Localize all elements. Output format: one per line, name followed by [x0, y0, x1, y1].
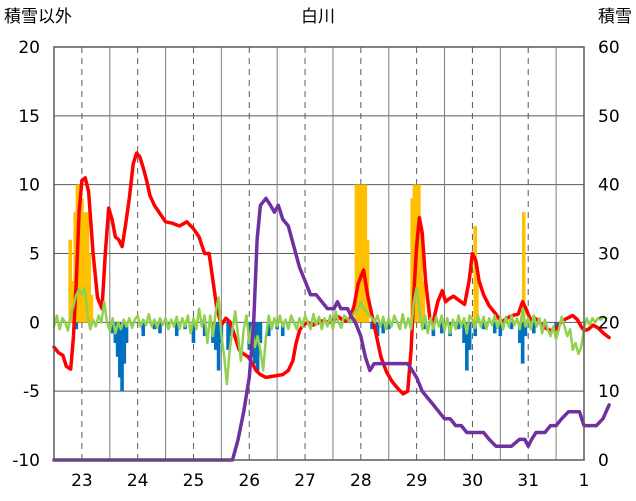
bar [124, 322, 129, 343]
bar [439, 322, 444, 334]
bar [266, 322, 271, 337]
x-tick-label: 28 [350, 471, 372, 491]
bar [74, 322, 79, 330]
bar [520, 322, 525, 364]
bar [386, 322, 391, 330]
bar [381, 322, 385, 334]
x-ticks: 23 24 25 26 27 28 29 30 31 1 [71, 471, 589, 491]
bar [363, 184, 368, 323]
bar [118, 322, 122, 378]
bar [354, 184, 359, 323]
bar [152, 322, 157, 330]
bar [191, 322, 196, 343]
bar [498, 322, 503, 337]
y-left-tick-label: 15 [18, 107, 40, 127]
bars [68, 184, 558, 392]
bar [255, 322, 260, 371]
y-right-tick-label: 10 [598, 382, 620, 402]
bar [110, 322, 115, 334]
bar [492, 322, 497, 334]
y-right-tick-label: 0 [598, 451, 609, 471]
bar [410, 198, 414, 323]
x-tick-label: 30 [462, 471, 484, 491]
bar [122, 322, 127, 364]
bar [361, 184, 365, 323]
y-right-tick-label: 20 [598, 313, 620, 333]
bar [258, 322, 263, 343]
bar [87, 253, 91, 323]
bar [421, 281, 426, 323]
bar [77, 184, 82, 323]
x-tick-label: 25 [183, 471, 205, 491]
bar [462, 322, 466, 343]
bar [213, 322, 218, 350]
plot-frame [53, 46, 585, 461]
y-right-tick-label: 50 [598, 107, 620, 127]
bar [158, 322, 162, 334]
chart-title: 白川 [301, 7, 335, 27]
bar [80, 198, 84, 323]
bar [417, 184, 421, 323]
grid [54, 47, 585, 460]
series-line [52, 286, 608, 386]
x-tick-label: 27 [294, 471, 316, 491]
bar [120, 322, 124, 392]
y-right-ticks: 0 10 20 30 40 50 60 [598, 38, 620, 471]
bar [89, 294, 94, 323]
bar [554, 322, 558, 330]
bar [280, 322, 285, 337]
y-right-tick-label: 60 [598, 38, 620, 58]
bar [370, 322, 374, 330]
bar [375, 322, 380, 337]
bar [115, 322, 120, 357]
bar [226, 322, 230, 350]
bar [465, 322, 469, 371]
x-tick-label: 26 [238, 471, 260, 491]
y-left-tick-label: 20 [18, 38, 40, 58]
bar [412, 184, 417, 323]
y-right-tick-label: 30 [598, 245, 620, 265]
bar [521, 212, 526, 323]
y-left-tick-label: -10 [12, 451, 40, 471]
bar [518, 322, 522, 343]
bar [423, 322, 427, 330]
bar [359, 184, 363, 323]
x-tick-label: 1 [579, 471, 590, 491]
bar [475, 267, 479, 323]
bar [419, 225, 423, 323]
y-left-tick-label: 10 [18, 176, 40, 196]
x-tick-label: 23 [71, 471, 93, 491]
bar [70, 281, 75, 323]
bar [481, 322, 486, 330]
bar [216, 322, 221, 371]
bar [456, 322, 461, 330]
bar [356, 184, 361, 323]
bar [141, 322, 146, 337]
bar [467, 322, 472, 350]
y-left-tick-label: 0 [29, 313, 40, 333]
bar [174, 322, 179, 337]
y-left-tick-label: 5 [29, 245, 40, 265]
bar [202, 322, 207, 337]
bar [68, 239, 72, 323]
x-tick-label: 24 [127, 471, 149, 491]
y-right-tick-label: 40 [598, 176, 620, 196]
bar [82, 212, 86, 323]
y-left-ticks: -10 -5 0 5 10 15 20 [12, 38, 40, 471]
lines [52, 151, 611, 462]
y-right-axis-label: 積雪 [598, 7, 632, 27]
bar [228, 322, 233, 337]
series-line [52, 196, 611, 462]
y-left-tick-label: -5 [23, 382, 40, 402]
bar [365, 239, 370, 323]
bar [523, 322, 528, 337]
y-left-axis-label: 積雪以外 [4, 7, 72, 27]
x-tick-label: 29 [406, 471, 428, 491]
bar [473, 322, 478, 337]
x-tick-label: 31 [517, 471, 539, 491]
bar [509, 322, 514, 330]
bar [531, 322, 536, 334]
